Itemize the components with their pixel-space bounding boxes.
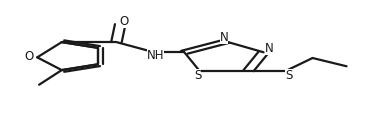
Text: O: O	[24, 50, 33, 63]
Text: S: S	[194, 69, 201, 82]
Text: S: S	[285, 69, 293, 82]
Text: NH: NH	[147, 49, 164, 62]
Text: N: N	[265, 42, 274, 55]
Text: N: N	[220, 31, 228, 44]
Text: O: O	[119, 15, 128, 28]
